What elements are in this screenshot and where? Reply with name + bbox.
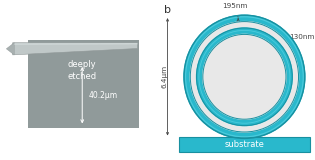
Text: 195nm: 195nm [222,3,248,9]
Circle shape [203,34,286,119]
Text: 50μm: 50μm [70,12,92,21]
Polygon shape [13,43,138,55]
Text: starting edge: starting edge [56,141,108,150]
Text: 130nm: 130nm [289,35,315,40]
Polygon shape [6,43,14,55]
Circle shape [184,15,305,138]
Circle shape [197,28,292,126]
Text: a: a [5,5,12,15]
Text: 40.2μm: 40.2μm [89,92,118,100]
Text: 6.4μm: 6.4μm [161,65,167,88]
Text: substrate: substrate [225,140,264,149]
Text: deeply
etched: deeply etched [68,60,97,81]
Text: b: b [164,5,171,15]
Bar [179,137,310,152]
Polygon shape [14,43,138,45]
Bar [28,40,139,128]
Circle shape [190,22,299,132]
